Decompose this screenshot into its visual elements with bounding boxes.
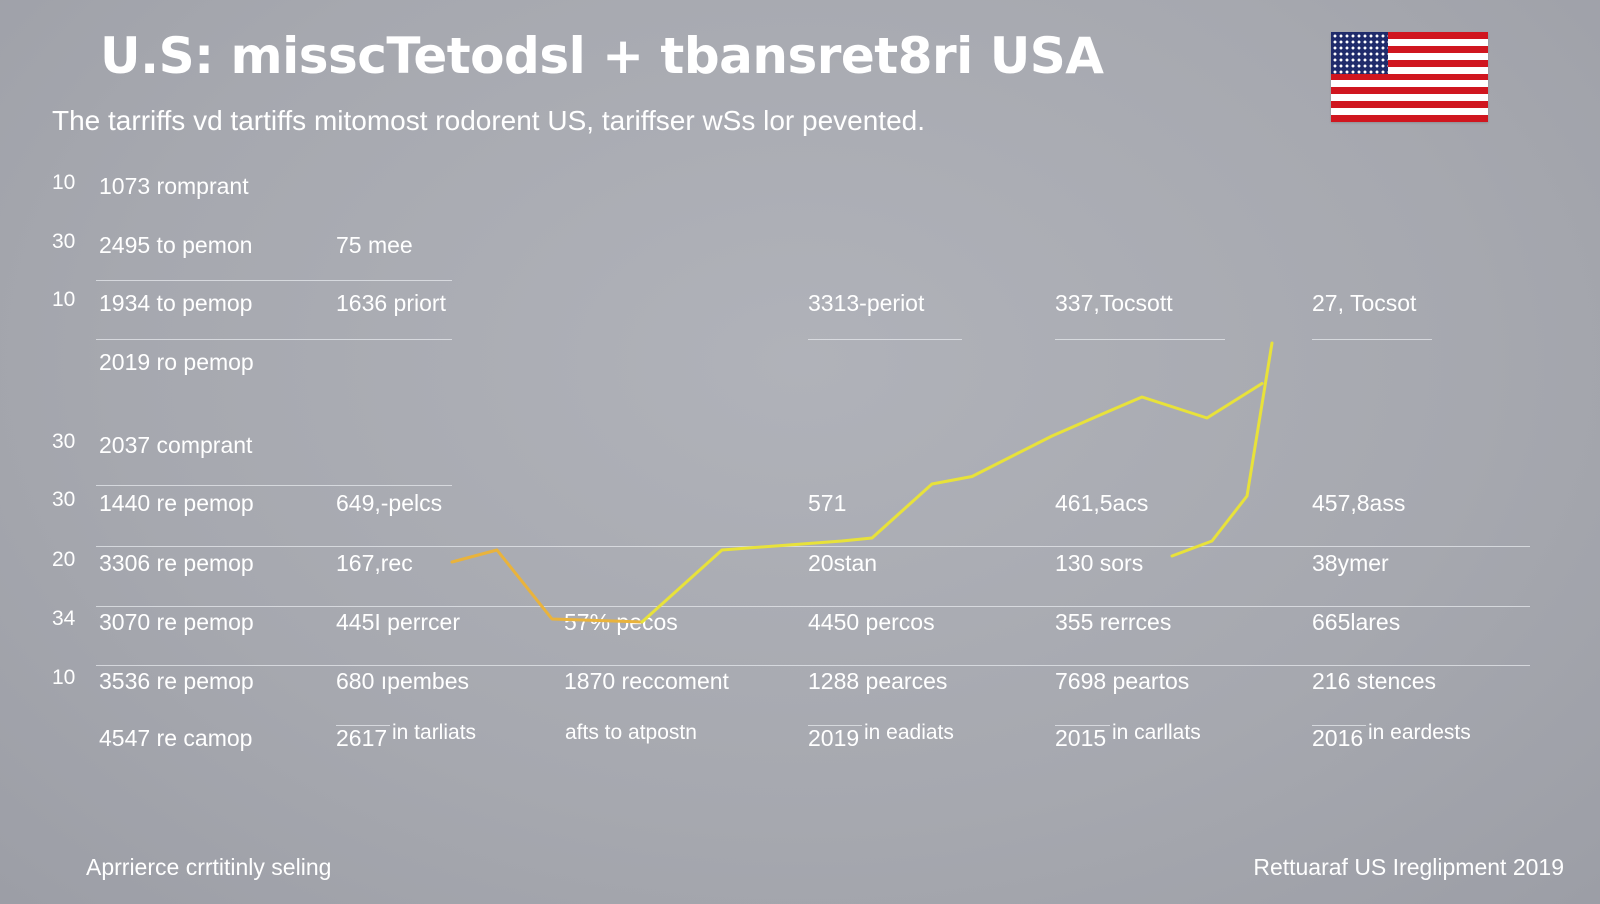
cell-divider	[336, 725, 390, 726]
table-cell: 3536 re pemop	[99, 668, 254, 694]
table-cell: 1440 re pemop	[99, 490, 254, 516]
table-cell: 27, Tocsot	[1312, 290, 1417, 316]
table-cell: 571	[808, 490, 847, 516]
table-cell: 337,Tocsott	[1055, 290, 1173, 316]
flag-stripe	[1331, 45, 1488, 54]
cell-note: in eadiats	[864, 721, 954, 744]
flag-stripe	[1331, 115, 1488, 122]
table-cell: 4450 percos	[808, 609, 935, 635]
table-cell: 75 mee	[336, 232, 413, 258]
table-cell: 665lares	[1312, 609, 1401, 635]
flag-stripe	[1331, 52, 1488, 61]
row-divider	[808, 339, 962, 340]
row-index: 30	[52, 488, 76, 511]
cell-note: in tarliats	[392, 721, 477, 744]
row-divider	[96, 606, 1530, 607]
table-cell: 2016	[1312, 725, 1364, 751]
flag-stripe	[1331, 101, 1488, 109]
table-cell: 2495 to pemon	[99, 232, 253, 258]
page-title: U.S: misscTetodsl + tbansret8ri USA	[100, 27, 1104, 85]
table-row: 34 3070 re pemop 445I perrcer 57% pecos 4450…	[0, 606, 1600, 646]
row-divider	[96, 665, 1530, 666]
table-cell: 445I perrcer	[336, 609, 461, 635]
table-row: 4547 re camop 2617 2019 2015 2016	[0, 722, 1600, 762]
table-cell: 3313-periot	[808, 290, 925, 316]
cell-note: in carllats	[1112, 721, 1201, 744]
row-index: 10	[52, 171, 76, 194]
series-line	[450, 548, 644, 624]
flag-stripe	[1331, 80, 1488, 88]
footer-left-caption: Aprrierce crrtitinly seling	[86, 854, 332, 880]
table-cell: 355 rerrces	[1055, 609, 1172, 635]
table-row: 30 1440 re pemop 649,-pelcs 571 461,5acs 457,…	[0, 487, 1600, 527]
table-cell: 1288 pearces	[808, 668, 948, 694]
table-cell: 2015	[1055, 725, 1107, 751]
table-cell: 167,rec	[336, 550, 413, 576]
table-cell: 1636 priort	[336, 290, 446, 316]
row-index: 10	[52, 288, 76, 311]
table-row: 20 3306 re pemop 167,rec 20stan 130 sors 38ym…	[0, 547, 1600, 587]
table-row: 2019 ro pemop	[0, 346, 1600, 386]
table-cell: 2037 comprant	[99, 432, 253, 458]
cell-divider	[1312, 725, 1366, 726]
table-row: 10 1073 romprant	[0, 170, 1600, 210]
table-cell: 7698 peartos	[1055, 668, 1190, 694]
cell-divider	[1055, 725, 1110, 726]
flag-canton	[1331, 32, 1388, 74]
us-flag-icon	[1331, 32, 1488, 122]
table-cell: 461,5acs	[1055, 490, 1149, 516]
flag-stripe	[1331, 87, 1488, 95]
row-index: 34	[52, 607, 76, 630]
row-divider	[1055, 339, 1225, 340]
table-cell: 1870 reccoment	[564, 668, 729, 694]
subtitle: The tarriffs vd tartiffs mitomost rodore…	[52, 105, 926, 136]
table-cell: 130 sors	[1055, 550, 1144, 576]
row-divider	[1312, 339, 1432, 340]
table-cell: 680 ıpembes	[336, 668, 469, 694]
table-cell: 649,-pelcs	[336, 490, 443, 516]
row-index: 10	[52, 666, 76, 689]
table-cell: 2019 ro pemop	[99, 349, 254, 375]
flag-stripe	[1331, 108, 1488, 116]
table-row: 30 2037 comprant	[0, 429, 1600, 469]
flag-stripe	[1331, 38, 1488, 47]
table-cell: 1934 to pemop	[99, 290, 253, 316]
row-divider	[96, 339, 452, 340]
flag-stripe	[1331, 32, 1488, 40]
table-row: 10 1934 to pemop 1636 priort 3313-periot 337…	[0, 287, 1600, 327]
footer-right-caption: Rettuaraf US Ireglipment 2019	[1253, 854, 1564, 880]
cell-divider	[808, 725, 862, 726]
table-cell: 2617	[336, 725, 388, 751]
row-index: 30	[52, 430, 76, 453]
table-cell: 216 stences	[1312, 668, 1437, 694]
row-divider	[96, 280, 452, 281]
table-cell: 2019	[808, 725, 860, 751]
table-cell: 20stan	[808, 550, 878, 576]
table-cell: 4547 re camop	[99, 725, 253, 751]
flag-stripe	[1331, 94, 1488, 102]
table-cell: 3070 re pemop	[99, 609, 254, 635]
flag-stripe	[1331, 59, 1488, 68]
row-index: 30	[52, 230, 76, 253]
series-line	[1170, 341, 1274, 558]
table-row: 30 2495 to pemon 75 mee	[0, 229, 1600, 269]
table-cell: 38ymer	[1312, 550, 1389, 576]
table-row: 10 3536 re pemop 680 ıpembes 1870 reccoment…	[0, 665, 1600, 705]
row-index: 20	[52, 548, 76, 571]
cell-note: in eardests	[1368, 721, 1471, 744]
series-line	[640, 382, 1264, 624]
row-divider	[96, 485, 452, 486]
table-cell: 1073 romprant	[99, 173, 249, 199]
table-cell: 3306 re pemop	[99, 550, 254, 576]
flag-stripe	[1331, 73, 1488, 81]
table-cell: 457,8ass	[1312, 490, 1406, 516]
row-divider	[96, 546, 1530, 547]
cell-note: afts to atpostn	[565, 721, 697, 744]
flag-stripe	[1331, 66, 1488, 75]
